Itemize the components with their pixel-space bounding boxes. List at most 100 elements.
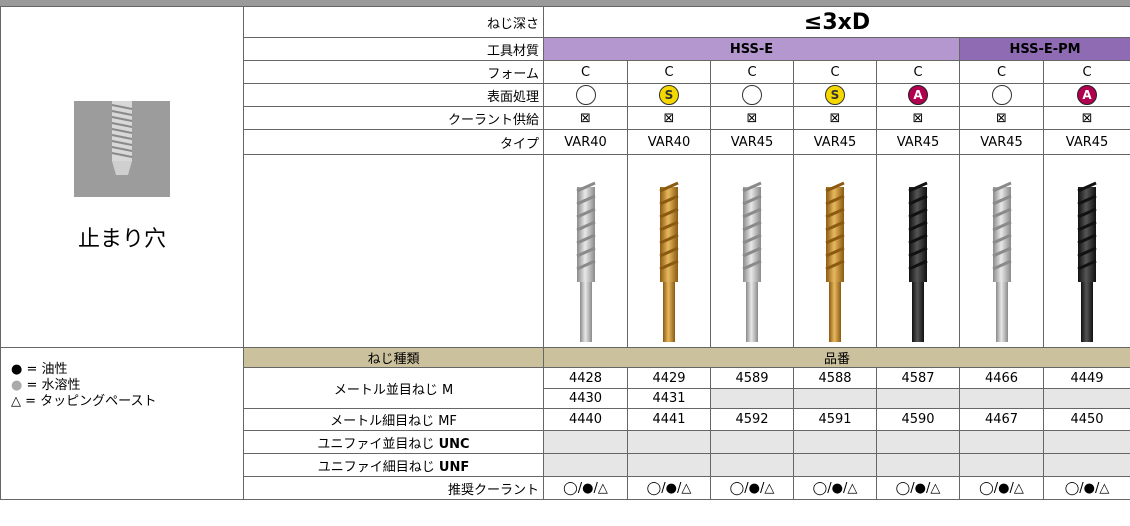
empty-label — [243, 154, 544, 348]
part-number: 4450 — [1042, 408, 1130, 431]
part-number: 4588 — [793, 367, 877, 389]
row: 表面処理 S S A A — [1, 83, 1130, 107]
legend-text: = タッピングペースト — [25, 394, 157, 409]
part-number: 4466 — [959, 367, 1044, 389]
row: 推奨クーラント ◯/●/△ ◯/●/△ ◯/●/△ ◯/●/△ ◯/●/△ ◯/●/△ ◯/●… — [1, 476, 1130, 500]
row: 工具材質 HSS-E HSS-E-PM — [1, 37, 1130, 61]
form-cell: C — [1042, 60, 1130, 84]
part-number: 4467 — [959, 408, 1044, 431]
tap-image-cell — [876, 154, 960, 348]
row-label: メートル並目ねじ M — [243, 367, 544, 409]
type-cell: VAR45 — [959, 129, 1044, 155]
spec-table: 止まり穴 ねじ深さ ≤3xD 工具材質 HSS-E HSS-E-PM フォーム C C C C C C C… — [0, 6, 1130, 500]
coolant-cell: ◯/●/△ — [793, 476, 877, 500]
left-label: 止まり穴 — [77, 227, 166, 252]
row: ユニファイ並目ねじ UNC — [1, 430, 1130, 454]
row: ユニファイ細目ねじ UNF — [1, 453, 1130, 477]
empty-cell — [959, 453, 1044, 477]
legend: ● = 油性 ● = 水溶性 △ = タッピングペースト — [5, 362, 239, 410]
material-group: HSS-E — [543, 37, 960, 61]
empty-cell — [876, 430, 960, 454]
coolant_supply-cell: ⊠ — [710, 106, 794, 130]
empty-cell — [627, 430, 711, 454]
tap-image — [991, 181, 1012, 342]
type-cell: VAR45 — [876, 129, 960, 155]
part-number: 4449 — [1042, 367, 1130, 389]
coolant-cell: ◯/●/△ — [876, 476, 960, 500]
legend-item: ● = 水溶性 — [11, 378, 239, 394]
row: タイプ VAR40 VAR40 VAR45 VAR45 VAR45 VAR45 VAR45 — [1, 129, 1130, 155]
part-number: 4587 — [876, 367, 960, 389]
part-number: 4590 — [876, 408, 960, 431]
form-cell: C — [959, 60, 1044, 84]
thread-code: UNC — [438, 436, 470, 452]
surface-cell: A — [876, 83, 960, 107]
legend-text: = 水溶性 — [26, 378, 81, 393]
empty-cell — [543, 430, 628, 454]
type-cell: VAR40 — [627, 129, 711, 155]
tap-image — [659, 181, 679, 342]
tap-image — [825, 181, 845, 342]
row-label: タイプ — [243, 129, 544, 155]
tap-image — [742, 181, 762, 342]
thread-code: UNF — [438, 459, 470, 475]
tap-image-cell — [710, 154, 794, 348]
legend-symbol: ● — [11, 362, 23, 377]
row-label: ユニファイ細目ねじ UNF — [243, 453, 544, 477]
empty-cell — [1042, 453, 1130, 477]
type-cell: VAR40 — [543, 129, 628, 155]
empty-cell — [959, 388, 1044, 409]
material-group: HSS-E-PM — [958, 37, 1130, 61]
part-number: 4441 — [627, 408, 711, 431]
part-number: 4440 — [543, 408, 628, 431]
form-cell: C — [627, 60, 711, 84]
empty-cell — [793, 388, 877, 409]
surface-cell — [959, 83, 1044, 107]
row: 止まり穴 ねじ深さ ≤3xD — [0, 6, 1130, 348]
legend-cell: ● = 油性 ● = 水溶性 △ = タッピングペースト — [0, 347, 244, 500]
row-label: メートル細目ねじ MF — [243, 408, 544, 431]
header-cell: ねじ種類 — [243, 347, 544, 368]
row — [1, 154, 1130, 348]
part-number: 4592 — [710, 408, 794, 431]
row-label: 工具材質 — [243, 37, 544, 61]
part-number: 4589 — [710, 367, 794, 389]
coolant-cell: ◯/●/△ — [1042, 476, 1130, 500]
type-cell: VAR45 — [1042, 129, 1130, 155]
empty-cell — [1042, 430, 1130, 454]
form-cell: C — [876, 60, 960, 84]
row-label: クーラント供給 — [243, 106, 544, 130]
coolant-cell: ◯/●/△ — [710, 476, 794, 500]
coolant-cell: ◯/●/△ — [627, 476, 711, 500]
empty-cell — [710, 430, 794, 454]
empty-cell — [793, 430, 877, 454]
hole-thumbnail — [74, 101, 170, 197]
coolant_supply-cell: ⊠ — [793, 106, 877, 130]
row-label: ユニファイ並目ねじ UNC — [243, 430, 544, 454]
type-cell: VAR45 — [793, 129, 877, 155]
empty-cell — [710, 453, 794, 477]
form-cell: C — [543, 60, 628, 84]
surface-badge: A — [908, 85, 928, 105]
empty-cell — [876, 453, 960, 477]
tap-image — [908, 181, 928, 342]
row-label: フォーム — [243, 60, 544, 84]
coolant-cell: ◯/●/△ — [959, 476, 1044, 500]
top-bar — [0, 0, 1130, 6]
thread-depth: ≤3xD — [542, 6, 1130, 38]
part-number: 4591 — [793, 408, 877, 431]
row: ● = 油性 ● = 水溶性 △ = タッピングペースト ねじ種類 品番 — [0, 347, 1130, 500]
legend-item: △ = タッピングペースト — [11, 394, 239, 410]
legend-symbol: △ — [11, 394, 21, 409]
surface-badge: S — [659, 85, 679, 105]
row-label: 推奨クーラント — [243, 476, 544, 500]
coolant_supply-cell: ⊠ — [959, 106, 1044, 130]
part-number: 4431 — [627, 388, 711, 409]
tap-image — [575, 181, 596, 342]
surface-cell — [543, 83, 628, 107]
coolant-cell: ◯/●/△ — [543, 476, 628, 500]
type-cell: VAR45 — [710, 129, 794, 155]
part-number: 4428 — [543, 367, 628, 389]
surface-cell: A — [1042, 83, 1130, 107]
